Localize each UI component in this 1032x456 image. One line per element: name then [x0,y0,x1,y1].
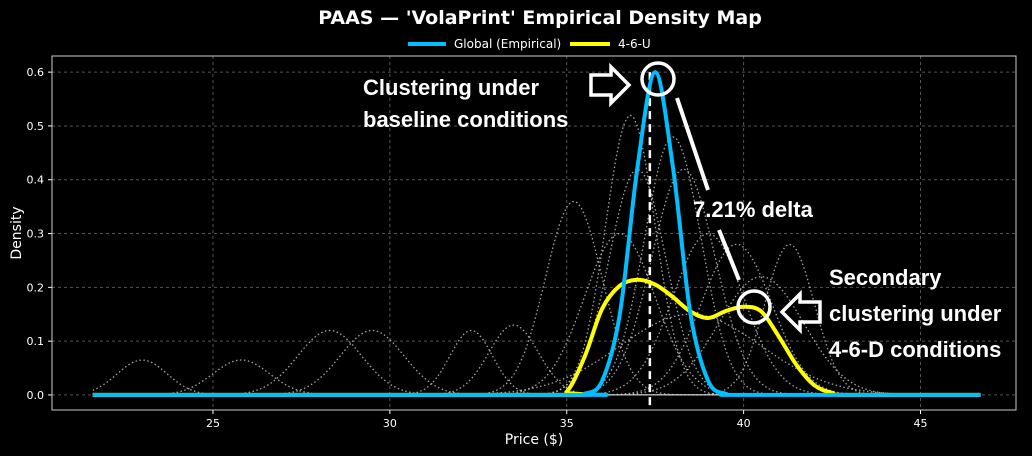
y-tick-label: 0.5 [27,120,45,133]
y-tick-label: 0.3 [27,228,45,241]
annotation-line: Clustering under [363,75,539,100]
x-tick-label: 45 [913,417,927,430]
legend-label-4-6-u: 4-6-U [618,37,651,51]
arrow-right-icon [589,62,632,108]
legend-label-global: Global (Empirical) [454,37,561,51]
x-tick-label: 35 [560,417,574,430]
delta-connector-lower [717,229,741,281]
annotation-line: 4-6-D conditions [829,337,1001,362]
peak-circle-marker [640,61,676,97]
x-tick-label: 25 [206,417,220,430]
y-axis-label: Density [9,206,25,259]
delta-connector-upper [675,97,710,191]
secondary-circle-marker [736,289,772,325]
background-density-curve [92,359,978,396]
y-tick-label: 0.6 [27,66,45,79]
annotations: Clustering under baseline conditions 7.21… [363,61,1002,362]
y-tick-label: 0.2 [27,281,45,294]
annotation-secondary-clustering: Secondary clustering under 4-6-D condition… [829,265,1002,362]
annotation-line: Secondary [829,265,942,290]
annotation-primary-clustering: Clustering under baseline conditions [363,75,568,132]
chart-title: PAAS — 'VolaPrint' Empirical Density Map [318,7,762,29]
annotation-line: baseline conditions [363,107,568,132]
x-tick-label: 40 [737,417,751,430]
plot-frame [51,55,1017,411]
y-tick-label: 0.4 [27,174,45,187]
annotation-delta: 7.21% delta [693,197,814,222]
background-density-curve [92,275,978,396]
annotation-line: clustering under [829,301,1002,326]
x-tick-label: 30 [383,417,397,430]
arrow-left-icon [779,289,822,335]
y-tick-label: 0.0 [27,389,45,402]
legend: Global (Empirical) 4-6-U [408,37,651,51]
y-tick-label: 0.1 [27,335,45,348]
x-axis-label: Price ($) [505,432,563,448]
axes: 25 30 35 40 45 0.0 0.1 0.2 0.3 0.4 0.5 0.6 [27,55,1017,430]
